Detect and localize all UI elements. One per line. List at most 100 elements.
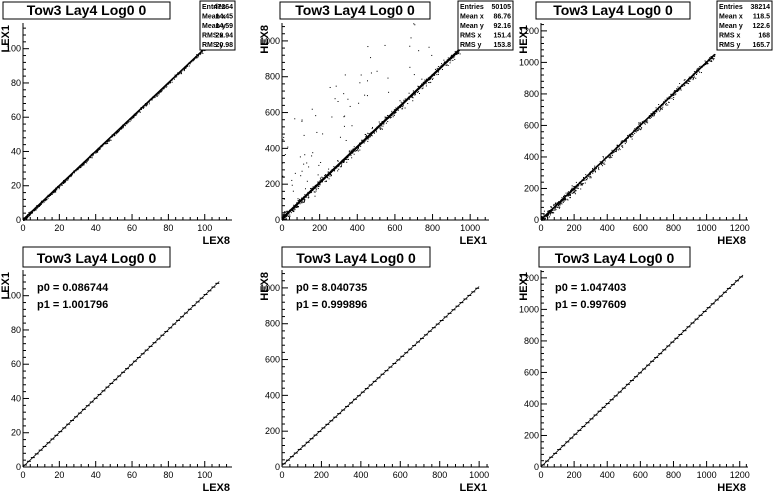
stats-value: 165.7 [752, 42, 770, 49]
data-point [308, 166, 310, 168]
data-point [336, 167, 338, 169]
data-point [665, 103, 667, 105]
data-point [638, 127, 640, 129]
data-point [616, 148, 618, 150]
data-point [198, 55, 200, 57]
data-point [634, 130, 636, 132]
data-point [651, 116, 653, 118]
stats-label: Entries [719, 4, 743, 11]
data-point [649, 117, 651, 119]
data-point [614, 150, 616, 152]
data-point [317, 185, 319, 187]
data-point [292, 190, 294, 192]
data-point [543, 219, 545, 221]
data-point [34, 209, 36, 211]
x-tick-label: 60 [127, 223, 137, 233]
data-point [319, 177, 321, 179]
data-point [590, 173, 592, 175]
data-point [138, 111, 140, 113]
data-point [197, 56, 199, 58]
data-point [637, 130, 639, 132]
data-point [441, 63, 443, 65]
data-point [653, 113, 655, 115]
data-point [294, 207, 296, 209]
data-point [676, 88, 678, 90]
x-tick-label: 20 [54, 223, 64, 233]
data-point [543, 217, 545, 219]
chart-title: Tow3 Lay4 Log0 0 [296, 250, 416, 266]
data-point [604, 160, 606, 162]
data-point [594, 170, 596, 172]
data-point [598, 167, 600, 169]
x-axis-title: LEX1 [459, 235, 487, 247]
data-point [391, 110, 393, 112]
data-point [675, 93, 677, 95]
data-point [58, 188, 60, 190]
data-point [588, 175, 590, 177]
data-point [364, 134, 366, 136]
data-point [572, 190, 574, 192]
data-point [680, 87, 682, 89]
data-point [40, 203, 42, 205]
data-point [283, 176, 285, 178]
data-point [551, 211, 553, 213]
data-point [421, 88, 423, 90]
data-point [373, 132, 375, 134]
data-point [421, 78, 423, 80]
x-tick-label: 100 [197, 223, 212, 233]
y-tick-label: 60 [11, 359, 21, 369]
data-point [96, 150, 98, 152]
data-point [330, 174, 332, 176]
data-point [407, 103, 409, 105]
data-point [431, 78, 433, 80]
data-point [450, 60, 452, 62]
data-point [23, 219, 25, 221]
data-point [668, 96, 670, 98]
data-point [303, 200, 305, 202]
data-point [318, 164, 320, 166]
data-point [637, 129, 639, 131]
data-point [581, 184, 583, 186]
data-point [30, 213, 32, 215]
data-point [638, 122, 640, 124]
data-point [699, 66, 701, 68]
x-tick-label: 0 [538, 470, 543, 480]
data-point [357, 150, 359, 152]
data-point [303, 199, 305, 201]
data-point [645, 120, 647, 122]
data-point [306, 162, 308, 164]
y-tick-label: 80 [11, 78, 21, 88]
data-point [550, 212, 552, 214]
data-point [709, 59, 711, 61]
data-point [86, 160, 88, 162]
data-point [108, 139, 110, 141]
data-point [383, 123, 385, 125]
data-point [453, 56, 455, 58]
data-point [351, 157, 353, 159]
data-point [380, 127, 382, 129]
data-point [50, 194, 52, 196]
data-point [146, 104, 148, 106]
data-point [594, 168, 596, 170]
data-point [662, 106, 664, 108]
data-point [692, 78, 694, 80]
data-point [299, 156, 301, 158]
data-point [639, 122, 641, 124]
data-point [645, 122, 647, 124]
data-point [284, 219, 286, 221]
y-tick-label: 40 [11, 146, 21, 156]
data-point [568, 194, 570, 196]
data-point [430, 81, 432, 83]
data-point [296, 206, 298, 208]
data-point [118, 131, 120, 133]
data-point [653, 115, 655, 117]
data-point [302, 201, 304, 203]
data-point [331, 116, 333, 118]
data-point [574, 191, 576, 193]
data-point [363, 141, 365, 143]
data-point [296, 202, 298, 204]
data-point [612, 152, 614, 154]
data-point [618, 149, 620, 151]
data-point [409, 66, 411, 68]
data-point [140, 108, 142, 110]
